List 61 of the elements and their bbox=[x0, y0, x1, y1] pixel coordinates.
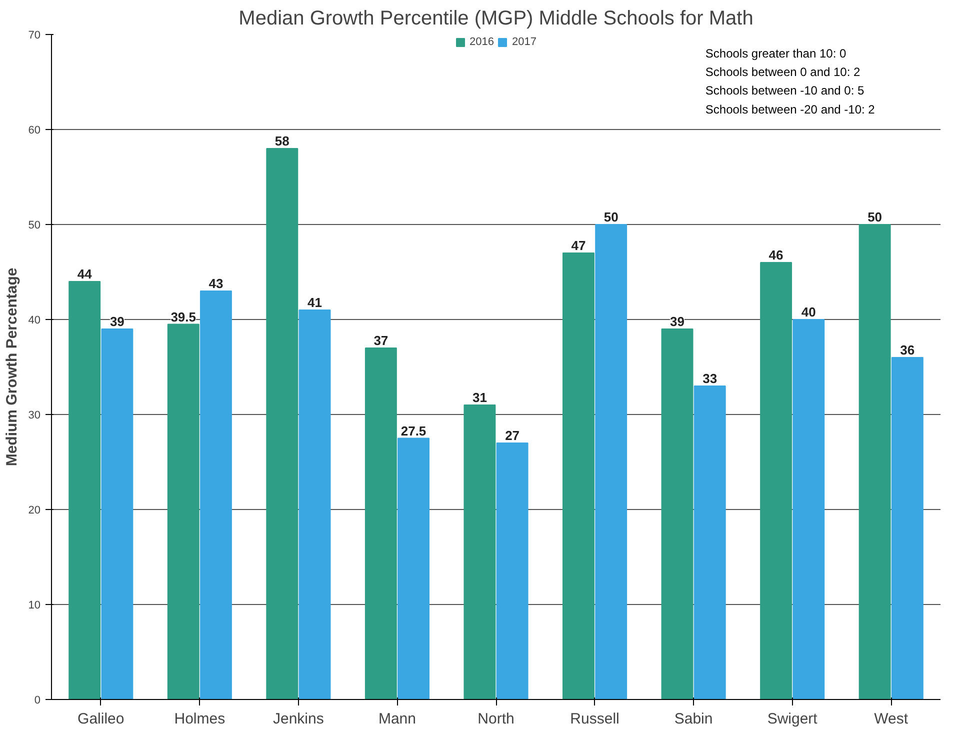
data-label: 31 bbox=[472, 390, 487, 405]
bar bbox=[661, 328, 694, 700]
bar bbox=[398, 438, 430, 700]
data-label: 39 bbox=[670, 314, 684, 329]
bar bbox=[496, 442, 528, 700]
data-label: 39 bbox=[110, 314, 124, 329]
data-label: 46 bbox=[768, 248, 784, 262]
data-label: 37 bbox=[374, 333, 388, 348]
annotation: Schools between -20 and -10: 2 bbox=[705, 102, 876, 116]
legend-label: 2016 bbox=[470, 36, 494, 48]
y-tick-label: 50 bbox=[28, 220, 41, 232]
bar bbox=[167, 324, 200, 700]
bar bbox=[364, 348, 397, 700]
x-tick-label: West bbox=[874, 710, 909, 728]
bar bbox=[200, 290, 232, 700]
data-label: 27.5 bbox=[400, 423, 426, 438]
bar bbox=[694, 386, 726, 700]
bar bbox=[101, 328, 134, 700]
bar bbox=[298, 310, 331, 700]
x-tick-label: North bbox=[478, 710, 514, 728]
y-tick-label: 70 bbox=[28, 30, 41, 42]
y-tick-label: 0 bbox=[34, 694, 41, 706]
y-tick-label: 20 bbox=[28, 504, 41, 516]
bar bbox=[266, 148, 298, 700]
y-axis-title: Medium Growth Percentage bbox=[3, 268, 20, 466]
data-label: 36 bbox=[900, 342, 915, 358]
x-tick-label: Jenkins bbox=[273, 710, 324, 728]
data-label: 58 bbox=[274, 134, 290, 148]
data-label: 27 bbox=[505, 428, 520, 443]
annotation: Schools greater than 10: 0 bbox=[705, 46, 846, 60]
x-tick-label: Mann bbox=[378, 710, 416, 728]
data-label: 44 bbox=[77, 266, 93, 282]
bar bbox=[760, 262, 792, 700]
data-label: 40 bbox=[801, 304, 816, 320]
x-tick-label: Galileo bbox=[78, 710, 124, 728]
bar bbox=[891, 357, 924, 700]
annotation: Schools between -10 and 0: 5 bbox=[705, 84, 865, 98]
bar bbox=[792, 319, 825, 700]
bar bbox=[68, 281, 101, 700]
x-tick-label: Holmes bbox=[174, 710, 226, 728]
x-tick-label: Swigert bbox=[767, 710, 818, 728]
bar bbox=[858, 224, 891, 700]
bar bbox=[562, 252, 594, 700]
data-label: 41 bbox=[308, 295, 322, 310]
data-label: 39.5 bbox=[170, 309, 196, 324]
y-tick-label: 30 bbox=[28, 410, 41, 422]
y-tick-label: 60 bbox=[28, 124, 41, 136]
data-label: 33 bbox=[702, 371, 718, 386]
annotation: Schools between 0 and 10: 2 bbox=[705, 65, 861, 80]
x-tick-label: Russell bbox=[570, 710, 620, 728]
data-label: 50 bbox=[868, 210, 882, 224]
x-tick-label: Sabin bbox=[674, 710, 713, 728]
data-label: 43 bbox=[208, 276, 224, 291]
data-label: 50 bbox=[604, 210, 618, 224]
bar bbox=[464, 404, 496, 700]
bar bbox=[595, 224, 628, 700]
y-tick-label: 10 bbox=[28, 600, 41, 612]
data-label: 47 bbox=[571, 238, 586, 253]
y-tick-label: 40 bbox=[28, 314, 41, 326]
chart-title: Median Growth Percentile (MGP) Middle Schools for Math bbox=[238, 8, 754, 30]
legend-label: 2017 bbox=[512, 36, 536, 48]
